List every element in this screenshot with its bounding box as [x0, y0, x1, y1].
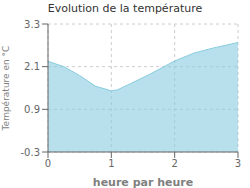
svg-text:2.1: 2.1	[24, 61, 40, 72]
svg-text:3: 3	[235, 158, 241, 169]
svg-text:Température en °C: Température en °C	[8, 46, 11, 132]
svg-text:heure par heure: heure par heure	[93, 176, 193, 188]
html-text:Evolution de la température: Evolution de la température	[47, 2, 203, 15]
svg-text:1: 1	[108, 158, 114, 169]
svg-text:3.3: 3.3	[24, 19, 40, 30]
svg-text:0: 0	[45, 158, 51, 169]
svg-text:-0.3: -0.3	[20, 147, 40, 158]
svg-text:2: 2	[171, 158, 177, 169]
svg-text:0.9: 0.9	[24, 104, 40, 115]
